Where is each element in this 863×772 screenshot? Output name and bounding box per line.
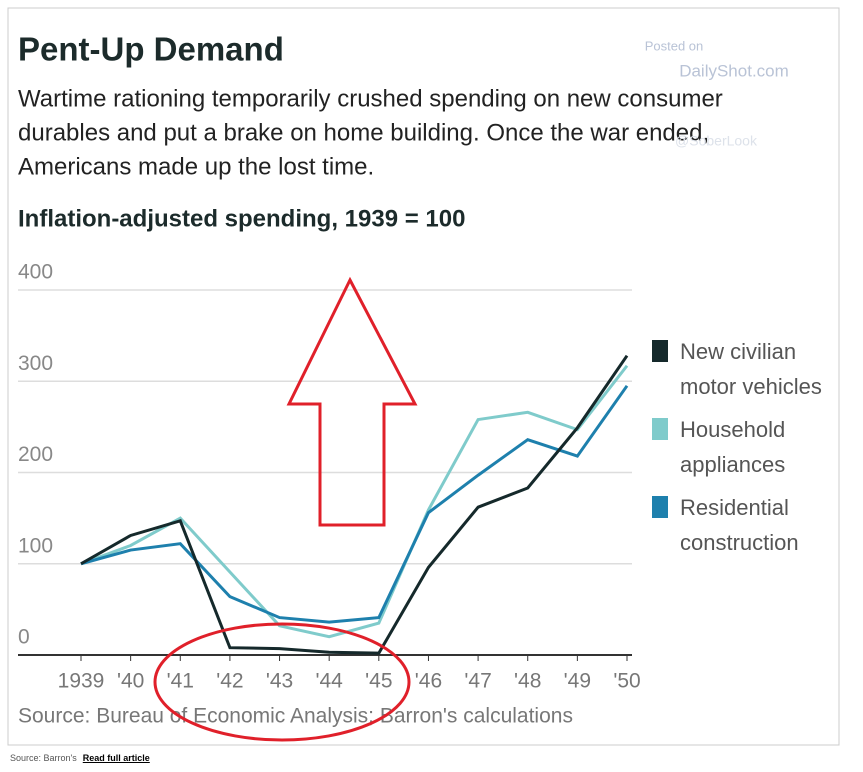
frame — [7, 7, 840, 746]
x-tick-label: '48 — [514, 670, 541, 693]
annotation-ellipse — [153, 622, 411, 742]
subtitle: Americans made up the lost time. — [18, 153, 374, 180]
legend-swatch — [652, 496, 668, 518]
chart: Pent-Up Demand Wartime rationing tempora… — [7, 7, 840, 746]
y-tick-label: 300 — [18, 352, 53, 375]
chart-title: Pent-Up Demand — [18, 31, 284, 68]
x-tick-label: '45 — [365, 670, 392, 693]
y-tick-label: 0 — [18, 626, 30, 649]
subtitle: Wartime rationing temporarily crushed sp… — [18, 85, 723, 112]
source: Source: Bureau of Economic Analysis; Bar… — [18, 705, 573, 728]
series-line — [80, 384, 629, 624]
x-tick-label: '49 — [564, 670, 591, 693]
y-tick-label: 100 — [18, 534, 53, 557]
legend-label: Household appliances — [680, 417, 786, 477]
watermark: @SoberLook — [675, 133, 758, 149]
series-line — [80, 354, 629, 655]
x-tick-label: '40 — [117, 670, 144, 693]
y-tick-label: 400 — [18, 261, 53, 284]
footer: Source: Barron's Read full article — [10, 753, 150, 763]
x-tick-label: '47 — [464, 670, 491, 693]
legend-swatch — [652, 418, 668, 440]
watermark: DailyShot.com — [679, 61, 789, 80]
subtitle: durables and put a brake on home buildin… — [18, 119, 709, 146]
x-tick-label: '41 — [167, 670, 194, 693]
legend-item: Household appliances — [652, 412, 842, 482]
legend: New civilian motor vehicles Household app… — [652, 334, 842, 568]
x-tick-label: 1939 — [58, 670, 105, 693]
legend-swatch — [652, 340, 668, 362]
legend-label: New civilian motor vehicles — [680, 339, 822, 399]
annotation-arrow — [286, 276, 418, 527]
y-axis-title: Inflation-adjusted spending, 1939 = 100 — [18, 205, 465, 232]
x-tick-label: '46 — [415, 670, 442, 693]
legend-item: New civilian motor vehicles — [652, 334, 842, 404]
legend-label: Residential construction — [680, 495, 799, 555]
read-link[interactable]: Read full article — [82, 753, 150, 763]
watermark: Posted on — [645, 38, 704, 53]
legend-item: Residential construction — [652, 490, 842, 560]
y-tick-label: 200 — [18, 443, 53, 466]
x-tick-label: '44 — [315, 670, 343, 693]
x-tick-label: '43 — [266, 670, 293, 693]
x-tick-label: '42 — [216, 670, 243, 693]
footer-source: Source: Barron's — [10, 753, 77, 763]
x-tick-label: '50 — [613, 670, 640, 693]
